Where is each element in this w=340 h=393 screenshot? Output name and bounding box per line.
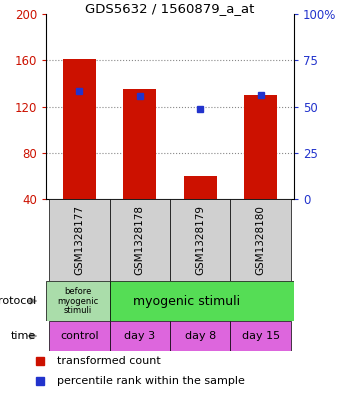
Text: control: control xyxy=(60,331,99,341)
Bar xyxy=(109,321,170,351)
Bar xyxy=(231,199,291,281)
Text: protocol: protocol xyxy=(0,296,36,306)
Bar xyxy=(170,199,231,281)
Bar xyxy=(46,281,109,321)
Bar xyxy=(49,199,109,281)
Bar xyxy=(63,59,96,199)
Bar xyxy=(109,199,170,281)
Bar xyxy=(244,95,277,199)
Text: day 15: day 15 xyxy=(242,331,280,341)
Text: myogenic stimuli: myogenic stimuli xyxy=(133,294,240,307)
Text: transformed count: transformed count xyxy=(57,356,161,366)
Text: percentile rank within the sample: percentile rank within the sample xyxy=(57,376,245,386)
Text: day 3: day 3 xyxy=(124,331,155,341)
Text: GDS5632 / 1560879_a_at: GDS5632 / 1560879_a_at xyxy=(85,2,255,15)
Text: before
myogenic
stimuli: before myogenic stimuli xyxy=(57,287,98,315)
Text: GSM1328178: GSM1328178 xyxy=(135,205,145,275)
Text: GSM1328180: GSM1328180 xyxy=(256,205,266,275)
Bar xyxy=(170,321,231,351)
Bar xyxy=(123,89,156,199)
Bar xyxy=(231,321,291,351)
Bar xyxy=(49,321,109,351)
Text: GSM1328177: GSM1328177 xyxy=(74,205,84,275)
Text: time: time xyxy=(11,331,36,341)
Text: day 8: day 8 xyxy=(185,331,216,341)
Bar xyxy=(109,281,294,321)
Bar xyxy=(184,176,217,199)
Text: GSM1328179: GSM1328179 xyxy=(195,205,205,275)
